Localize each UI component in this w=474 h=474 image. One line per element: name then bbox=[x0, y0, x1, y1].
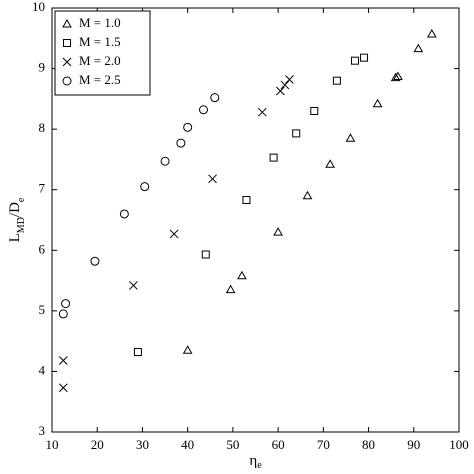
marker-circle bbox=[176, 138, 186, 148]
marker-circle bbox=[140, 182, 150, 192]
y-axis-label: LMD/De bbox=[7, 197, 26, 242]
marker-triangle bbox=[390, 72, 401, 82]
marker-cross bbox=[280, 80, 290, 90]
y-tick-label: 5 bbox=[39, 302, 46, 317]
marker-cross bbox=[62, 57, 72, 67]
marker-square bbox=[269, 153, 278, 162]
legend-label: M = 2.0 bbox=[79, 53, 121, 68]
marker-square bbox=[292, 129, 301, 138]
marker-triangle bbox=[302, 190, 313, 200]
marker-triangle bbox=[225, 284, 236, 294]
x-tick-label: 100 bbox=[449, 437, 469, 452]
legend-label: M = 2.5 bbox=[79, 72, 121, 87]
y-axis-label-part: L bbox=[7, 233, 23, 242]
marker-triangle bbox=[413, 43, 424, 53]
x-tick-label: 90 bbox=[407, 437, 420, 452]
y-axis-label-part: /D bbox=[7, 202, 23, 217]
x-tick-label: 20 bbox=[91, 437, 104, 452]
marker-square bbox=[310, 106, 319, 115]
marker-triangle bbox=[372, 98, 383, 108]
marker-square bbox=[350, 56, 359, 65]
marker-cross bbox=[58, 356, 68, 365]
marker-circle bbox=[119, 209, 129, 219]
marker-cross bbox=[276, 86, 285, 96]
marker-triangle bbox=[325, 159, 335, 168]
marker-triangle bbox=[237, 270, 247, 280]
x-tick-label: 50 bbox=[226, 437, 239, 452]
y-axis-label-part: e bbox=[16, 197, 27, 202]
marker-square bbox=[360, 53, 369, 62]
marker-cross bbox=[257, 107, 267, 117]
marker-cross bbox=[169, 229, 179, 239]
marker-circle bbox=[210, 93, 220, 103]
legend-label: M = 1.5 bbox=[79, 34, 121, 49]
marker-triangle bbox=[62, 18, 72, 28]
marker-cross bbox=[208, 174, 217, 184]
marker-circle bbox=[198, 105, 208, 115]
marker-circle bbox=[183, 122, 193, 132]
x-tick-label: 70 bbox=[317, 437, 330, 452]
marker-circle bbox=[90, 256, 100, 266]
marker-cross bbox=[129, 281, 138, 290]
y-tick-label: 6 bbox=[39, 241, 46, 256]
marker-triangle bbox=[182, 345, 193, 354]
y-tick-label: 7 bbox=[39, 181, 46, 196]
x-axis-label: ηe bbox=[249, 453, 262, 471]
marker-triangle bbox=[393, 71, 403, 80]
y-tick-label: 4 bbox=[39, 362, 46, 377]
marker-triangle bbox=[345, 133, 356, 142]
x-tick-label: 30 bbox=[136, 437, 149, 452]
x-tick-label: 80 bbox=[362, 437, 375, 452]
marker-square bbox=[201, 250, 210, 259]
x-tick-label: 10 bbox=[46, 437, 59, 452]
marker-circle bbox=[58, 309, 68, 319]
marker-cross bbox=[58, 383, 68, 393]
marker-circle bbox=[160, 156, 170, 166]
y-axis-label-part: MD bbox=[16, 217, 27, 233]
marker-square bbox=[332, 76, 341, 85]
marker-circle bbox=[61, 299, 71, 309]
legend-label: M = 1.0 bbox=[79, 15, 121, 30]
marker-triangle bbox=[273, 227, 283, 236]
x-tick-label: 60 bbox=[272, 437, 285, 452]
x-axis-label-part: e bbox=[257, 460, 262, 471]
y-tick-label: 3 bbox=[39, 423, 46, 438]
y-tick-label: 10 bbox=[32, 0, 45, 14]
plot-frame bbox=[51, 7, 460, 433]
marker-square bbox=[133, 348, 142, 357]
x-tick-label: 40 bbox=[181, 437, 194, 452]
marker-square bbox=[63, 39, 71, 47]
x-axis-label-part: η bbox=[249, 453, 257, 469]
marker-cross bbox=[285, 75, 294, 84]
marker-square bbox=[242, 196, 251, 205]
y-tick-label: 9 bbox=[39, 60, 46, 75]
y-tick-label: 8 bbox=[39, 120, 46, 135]
marker-triangle bbox=[427, 29, 437, 38]
marker-circle bbox=[62, 76, 72, 86]
